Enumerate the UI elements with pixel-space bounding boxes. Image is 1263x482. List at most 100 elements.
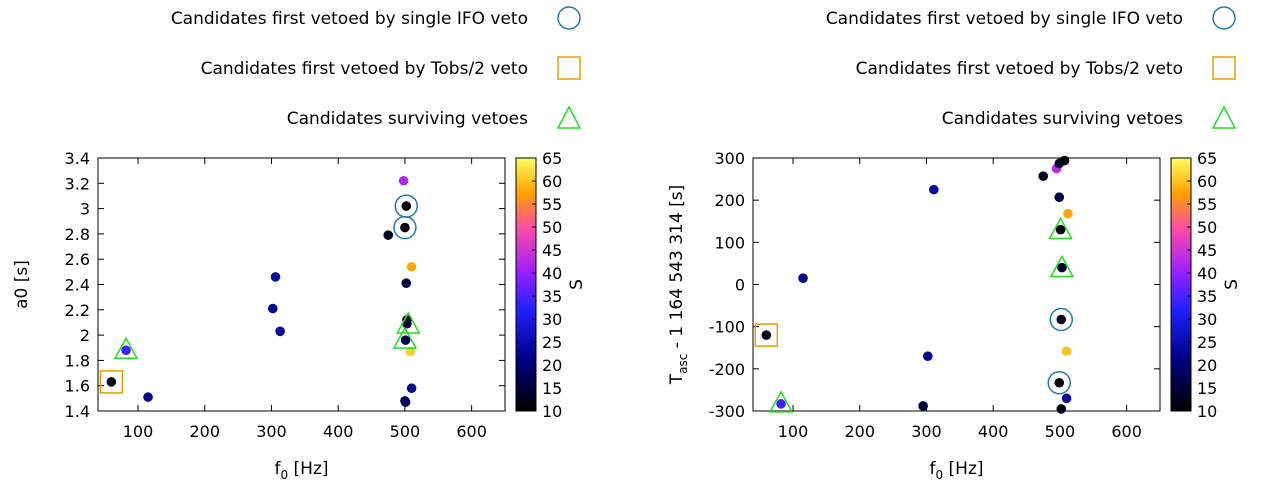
legend-item-tobs-veto: Candidates first vetoed by Tobs/2 veto <box>856 56 1236 80</box>
data-point <box>1054 377 1065 388</box>
x-tick-label: 400 <box>323 422 354 441</box>
data-point <box>761 330 772 340</box>
legend-label: Candidates surviving vetoes <box>942 109 1183 129</box>
tobs-veto-marker <box>99 370 124 394</box>
x-tick-label: 500 <box>390 422 421 441</box>
legend-label: Candidates first vetoed by single IFO ve… <box>826 9 1183 29</box>
y-tick-label: -200 <box>709 360 745 379</box>
y-tick-label: 2 <box>80 326 90 345</box>
colorbar-tick-label: 10 <box>1197 402 1217 421</box>
y-tick-label: 200 <box>714 191 745 210</box>
y-tick-label: 1.8 <box>65 351 90 370</box>
x-tick-label: 300 <box>911 422 942 441</box>
y-tick-label: 2.6 <box>65 250 90 269</box>
ifo-veto-marker <box>1049 307 1074 332</box>
legend-right: Candidates first vetoed by single IFO ve… <box>826 6 1237 129</box>
colorbar-tick-label: 35 <box>542 287 562 306</box>
colorbar-tick-label: 50 <box>1197 218 1217 237</box>
colorbar-label: S <box>567 279 587 290</box>
y-tick-label: -100 <box>709 318 745 337</box>
legend-label: Candidates first vetoed by single IFO ve… <box>171 9 528 29</box>
data-point <box>143 392 153 402</box>
legend-label: Candidates surviving vetoes <box>287 109 528 129</box>
data-point <box>405 346 416 357</box>
surviving-marker <box>768 390 794 413</box>
surviving-marker <box>392 326 418 349</box>
colorbar-tick-label: 45 <box>542 241 562 260</box>
data-point <box>1061 346 1072 356</box>
colorbar-tick-label: 25 <box>542 333 562 352</box>
data-point <box>929 184 939 195</box>
data-point <box>400 222 410 233</box>
x-tick-label: 200 <box>189 422 220 441</box>
data-point <box>1056 404 1067 414</box>
tobs-veto-marker <box>754 323 779 347</box>
x-axis-label: f0 [Hz] <box>929 459 983 482</box>
data-point <box>401 278 412 289</box>
y-tick-label: 100 <box>714 233 745 252</box>
data-point <box>1057 262 1067 273</box>
colorbar-tick-label: 15 <box>1197 379 1217 398</box>
data-point <box>268 303 278 314</box>
data-point <box>400 397 411 407</box>
y-tick-label: 2.4 <box>65 276 90 295</box>
x-tick-label: 100 <box>778 422 809 441</box>
data-point <box>798 273 808 283</box>
colorbar-tick-label: 40 <box>1197 264 1217 283</box>
plot-frame <box>97 157 506 412</box>
data-point <box>918 401 928 411</box>
colorbar-tick-label: 55 <box>542 195 562 214</box>
y-tick-label: 2.2 <box>65 301 90 320</box>
surviving-marker <box>1049 254 1075 278</box>
data-point <box>106 377 117 387</box>
y-tick-label: 3.2 <box>65 174 90 193</box>
data-point <box>121 345 131 356</box>
data-point <box>401 201 412 211</box>
plot-a0-vs-f0: 100 200 300 400 500 600 1.4 1.6 1.8 2 2.2 2.4 2.6 2.8… <box>12 149 587 482</box>
legend-square-marker <box>557 56 581 80</box>
x-tick-label: 200 <box>844 422 875 441</box>
colorbar-tick-label: 60 <box>1197 172 1217 191</box>
legend-circle-marker <box>1212 6 1236 30</box>
data-point <box>400 335 411 345</box>
data-point <box>1059 155 1070 166</box>
data-point <box>383 230 394 240</box>
legend-item-surviving: Candidates surviving vetoes <box>942 105 1237 129</box>
data-point <box>1061 393 1072 404</box>
colorbar-tick-label: 30 <box>542 310 562 329</box>
colorbar-tick-label: 30 <box>1197 310 1217 329</box>
data-point <box>1063 208 1073 219</box>
data-point <box>406 261 417 272</box>
data-point <box>270 272 281 282</box>
legend-item-ifo-veto: Candidates first vetoed by single IFO ve… <box>826 6 1236 30</box>
data-point <box>1054 192 1065 203</box>
ifo-veto-marker <box>393 215 417 240</box>
legend-item-tobs-veto: Candidates first vetoed by Tobs/2 veto <box>201 56 581 80</box>
legend-square-marker <box>1212 56 1236 80</box>
x-tick-label: 500 <box>1045 422 1076 441</box>
data-point <box>406 383 417 394</box>
x-tick-label: 400 <box>978 422 1009 441</box>
colorbar-tick-label: 40 <box>542 264 562 283</box>
data-point <box>1055 224 1066 235</box>
legend-label: Candidates first vetoed by Tobs/2 veto <box>201 59 528 79</box>
ifo-veto-marker <box>1047 370 1072 395</box>
surviving-marker <box>113 336 139 360</box>
legend-left: Candidates first vetoed by single IFO ve… <box>171 6 582 129</box>
plot-frame <box>752 157 1161 412</box>
colorbar-tick-label: 20 <box>1197 356 1217 375</box>
x-tick-label: 600 <box>1111 422 1142 441</box>
colorbar-tick-label: 35 <box>1197 287 1217 306</box>
surviving-marker <box>1048 216 1073 240</box>
plot-tasc-vs-f0: 100 200 300 400 500 600 -300 -200 -100 0 100 200 300… <box>667 149 1242 482</box>
y-tick-label: 3.4 <box>65 149 90 168</box>
y-tick-label: 2.8 <box>65 225 90 244</box>
data-point <box>1038 171 1049 181</box>
colorbar-tick-label: 25 <box>1197 333 1217 352</box>
colorbar-tick-label: 15 <box>542 379 562 398</box>
y-tick-label: 3 <box>80 200 90 219</box>
legend-label: Candidates first vetoed by Tobs/2 veto <box>856 59 1183 79</box>
legend-triangle-marker <box>556 105 582 129</box>
colorbar-tick-label: 45 <box>1197 241 1217 260</box>
